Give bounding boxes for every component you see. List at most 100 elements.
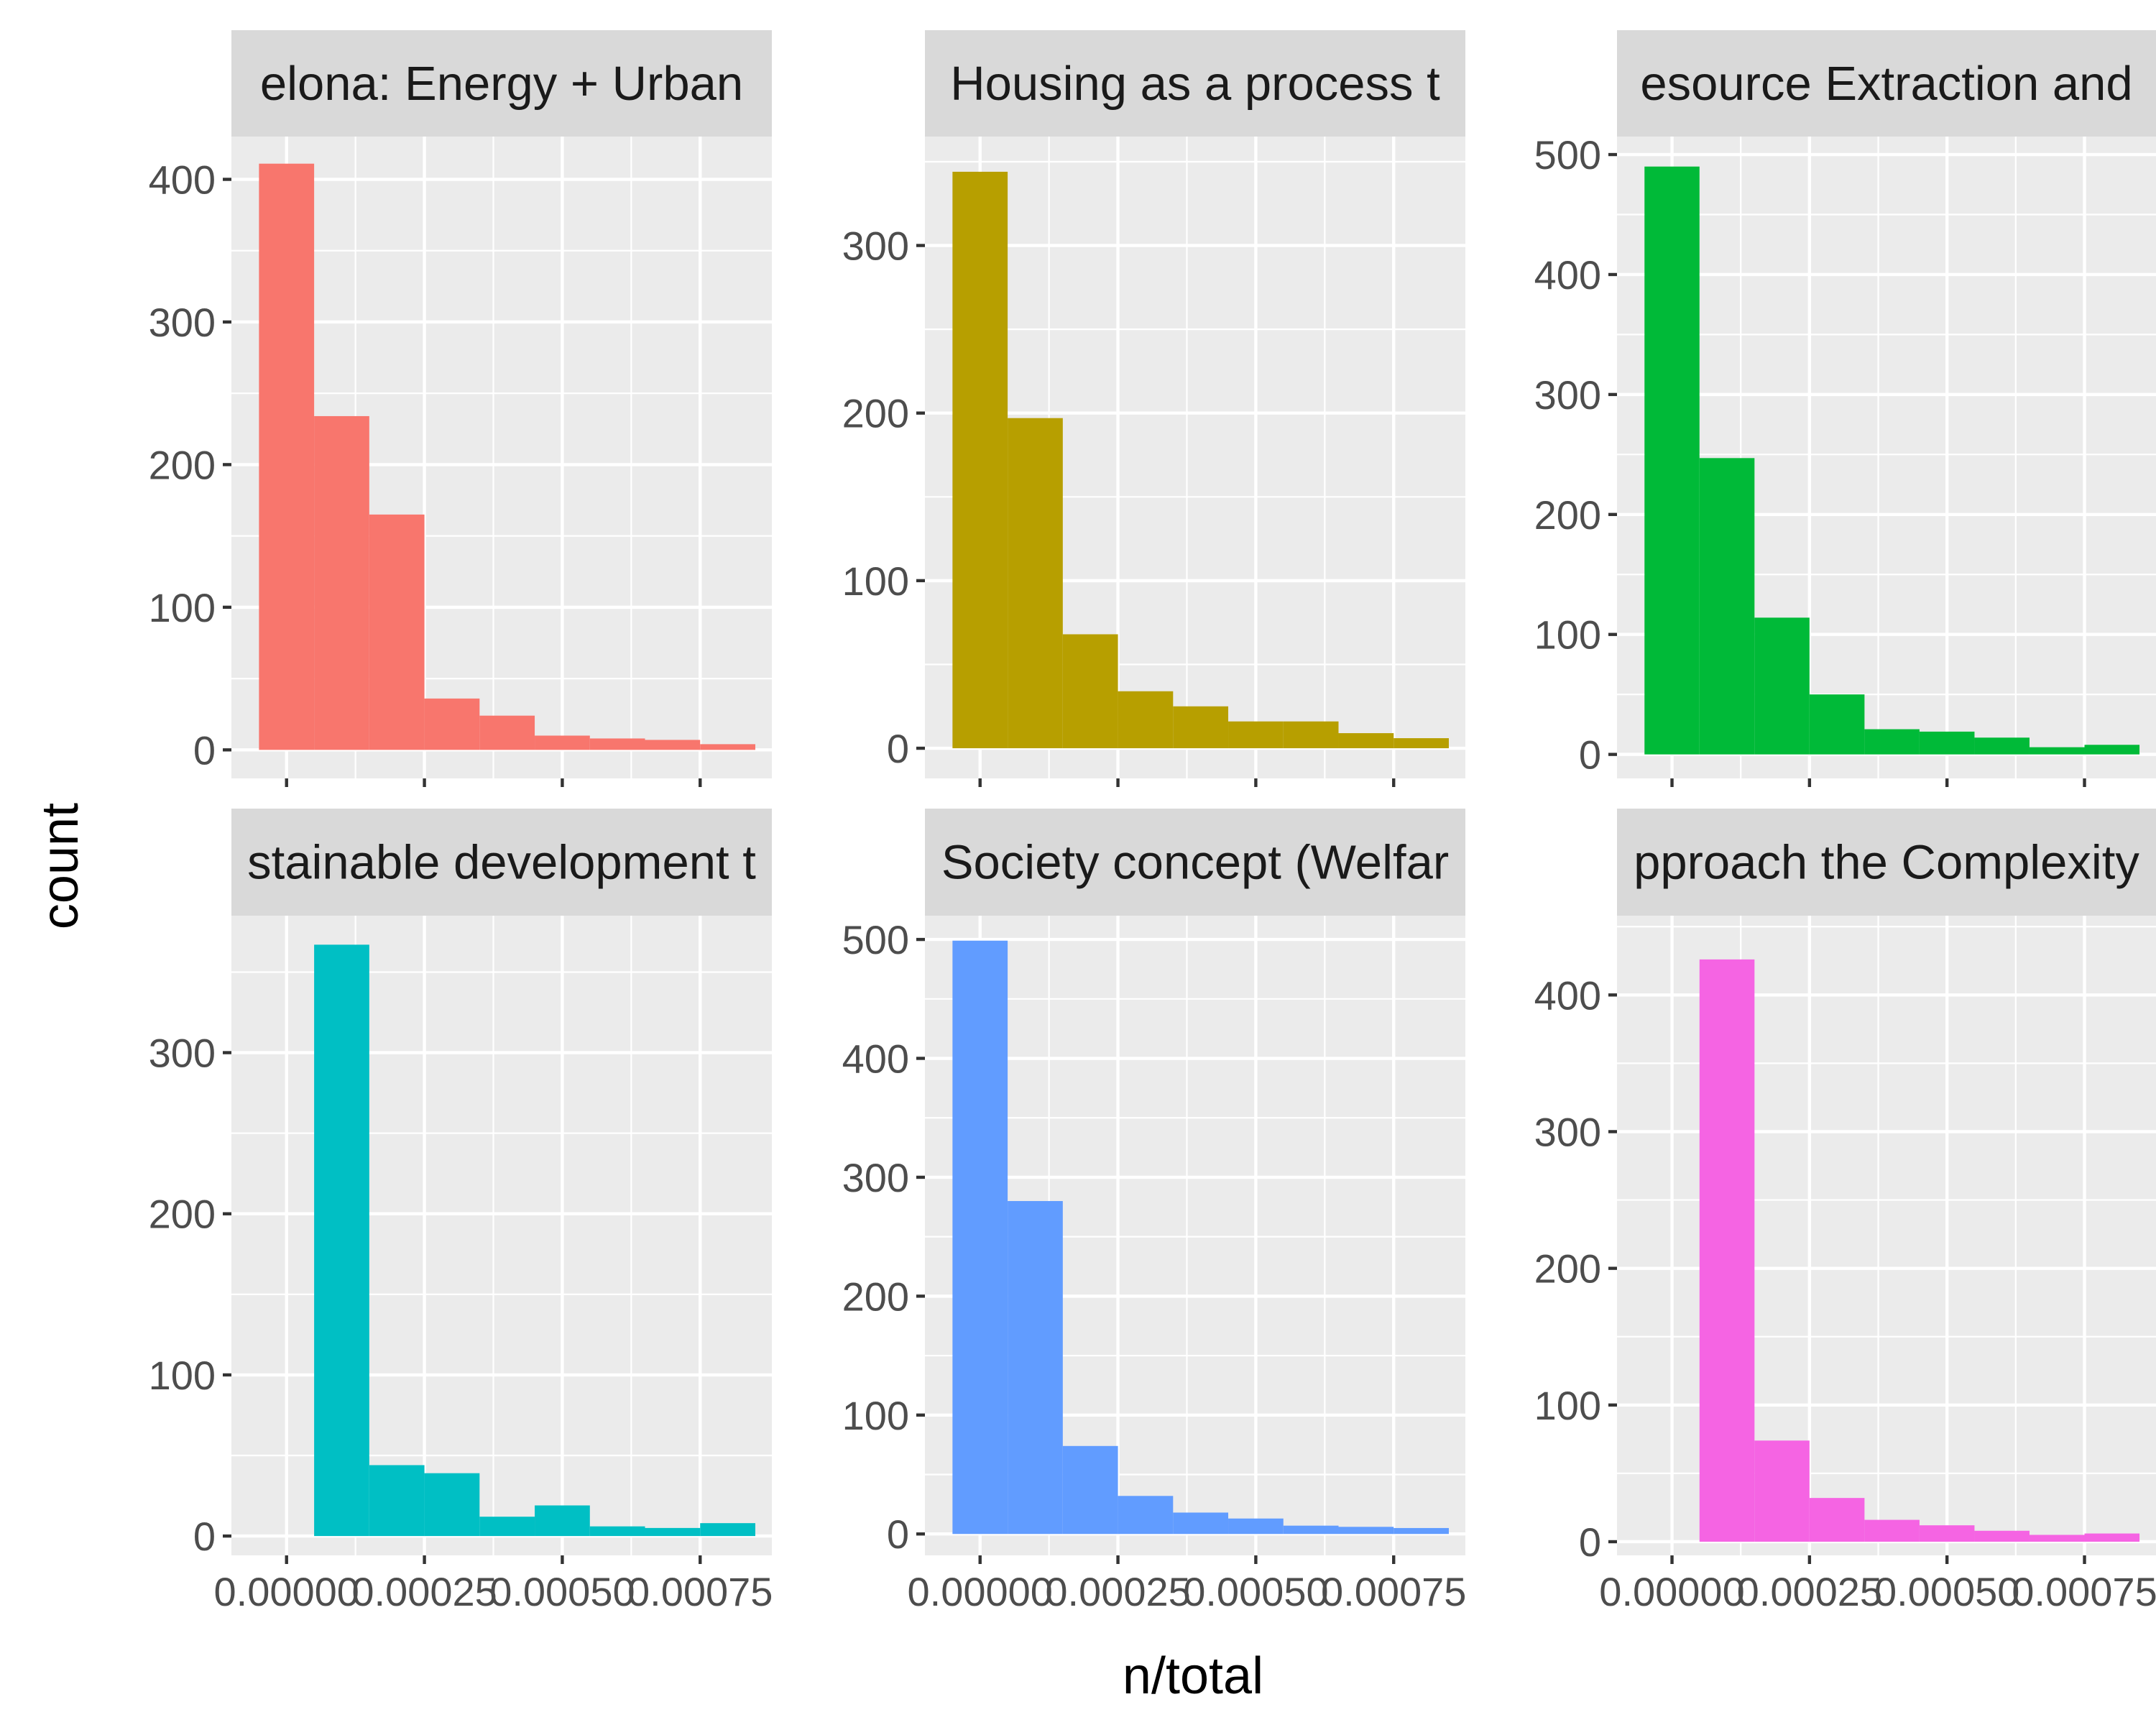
x-tick-label: 0.00025 xyxy=(1045,1569,1190,1614)
histogram-bar xyxy=(2084,745,2140,755)
histogram-bar xyxy=(1338,1527,1394,1535)
y-tick-label: 300 xyxy=(149,300,216,345)
histogram-bar xyxy=(1809,694,1865,755)
y-tick-label: 0 xyxy=(193,1514,216,1559)
facet-strip-label: stainable development t xyxy=(247,836,756,890)
histogram-bar xyxy=(1699,458,1755,755)
histogram-bar xyxy=(535,1505,590,1537)
histogram-bar xyxy=(424,1473,480,1537)
y-tick-label: 100 xyxy=(1534,612,1601,658)
facet-strip xyxy=(1617,30,2156,137)
y-tick-label: 200 xyxy=(842,1274,909,1319)
y-tick-label: 100 xyxy=(149,585,216,630)
y-tick-label: 200 xyxy=(842,391,909,436)
histogram-bar xyxy=(1062,634,1118,749)
x-tick-label: 0.00000 xyxy=(214,1569,359,1614)
histogram-bar xyxy=(1864,729,1920,755)
histogram-bar xyxy=(2029,1535,2085,1542)
y-tick-label: 300 xyxy=(1534,372,1601,418)
facet-panel-6: pproach the Complexity 0 100 200 300 400 0.000… xyxy=(1534,809,2156,1614)
y-tick-label: 0 xyxy=(1579,1519,1601,1565)
facet-panel-3: esource Extraction and 0 100 200 300 400 500 xyxy=(1534,30,2156,787)
histogram-bar xyxy=(1809,1498,1865,1542)
histogram-bar xyxy=(1699,959,1755,1542)
histogram-bar xyxy=(1118,1496,1174,1535)
x-tick-label: 0.00000 xyxy=(908,1569,1053,1614)
facet-panel-1: elona: Energy + Urban 0 100 200 300 400 xyxy=(149,30,772,787)
x-tick-label: 0.00075 xyxy=(2012,1569,2156,1614)
facet-strip-label: Society concept (Welfar xyxy=(941,836,1449,890)
y-tick-label: 100 xyxy=(1534,1383,1601,1428)
histogram-bar xyxy=(1919,731,1975,755)
facet-panel-4: stainable development t 0 100 200 300 0.00000… xyxy=(149,809,773,1614)
facet-strip xyxy=(925,30,1465,137)
y-tick-label: 100 xyxy=(842,1393,909,1438)
histogram-bar xyxy=(259,163,315,750)
histogram-bar xyxy=(2084,1533,2140,1542)
y-tick-label: 300 xyxy=(1534,1109,1601,1154)
y-tick-label: 100 xyxy=(149,1353,216,1398)
x-tick-label: 0.00050 xyxy=(1874,1569,2019,1614)
y-tick-label: 0 xyxy=(193,727,216,773)
x-tick-label: 0.00050 xyxy=(1183,1569,1328,1614)
histogram-bar xyxy=(1754,617,1810,755)
histogram-bar xyxy=(1173,706,1229,749)
y-tick-label: 200 xyxy=(149,442,216,487)
histogram-bar xyxy=(645,740,701,750)
histogram-bar xyxy=(1919,1525,1975,1542)
histogram-bar xyxy=(1644,166,1700,755)
facet-panel-5: Society concept (Welfar 0 100 200 300 400 500 0… xyxy=(842,809,1466,1614)
histogram-bar xyxy=(700,1523,755,1537)
histogram-bar xyxy=(1393,738,1449,749)
histogram-bar xyxy=(2029,747,2085,755)
histogram-bar xyxy=(1228,1518,1284,1535)
x-tick-label: 0.00025 xyxy=(1737,1569,1882,1614)
histogram-bar xyxy=(369,514,425,750)
y-tick-label: 500 xyxy=(842,917,909,962)
x-tick-label: 0.00000 xyxy=(1599,1569,1744,1614)
histogram-bar xyxy=(1228,721,1284,749)
y-tick-label: 200 xyxy=(149,1192,216,1237)
x-tick-label: 0.00075 xyxy=(1321,1569,1466,1614)
histogram-bar xyxy=(314,944,369,1537)
y-tick-label: 300 xyxy=(149,1031,216,1076)
y-tick-label: 400 xyxy=(842,1036,909,1082)
y-axis-title: count xyxy=(32,803,89,929)
facet-panel-2: Housing as a process t 0 100 200 300 xyxy=(842,30,1465,787)
y-tick-label: 0 xyxy=(887,1512,909,1557)
x-tick-label: 0.00075 xyxy=(627,1569,773,1614)
y-tick-label: 100 xyxy=(842,558,909,604)
histogram-bar xyxy=(479,1517,535,1537)
facet-panels: elona: Energy + Urban 0 100 200 300 400 Housin… xyxy=(149,30,2156,1614)
facet-strip xyxy=(1617,809,2156,916)
histogram-bar xyxy=(424,698,480,750)
histogram-bar xyxy=(1062,1445,1118,1535)
histogram-bar xyxy=(314,415,369,750)
y-tick-label: 400 xyxy=(1534,972,1601,1018)
y-tick-label: 300 xyxy=(842,224,909,269)
histogram-bar xyxy=(1173,1512,1229,1535)
histogram-bar xyxy=(1118,691,1174,749)
y-tick-label: 500 xyxy=(1534,132,1601,178)
x-tick-label: 0.00050 xyxy=(489,1569,635,1614)
facet-strip-label: pproach the Complexity xyxy=(1634,836,2139,890)
histogram-bar xyxy=(645,1527,701,1537)
histogram-bar xyxy=(1338,733,1394,749)
histogram-bar xyxy=(1008,418,1063,749)
facet-strip xyxy=(231,809,772,916)
y-tick-label: 0 xyxy=(1579,732,1601,778)
facet-strip-label: esource Extraction and xyxy=(1640,57,2132,111)
histogram-bar xyxy=(369,1465,425,1537)
histogram-bar xyxy=(1974,737,2030,755)
y-tick-label: 400 xyxy=(1534,252,1601,298)
histogram-bar xyxy=(1754,1440,1810,1542)
histogram-bar xyxy=(535,735,590,750)
facet-strip-label: elona: Energy + Urban xyxy=(260,57,743,111)
y-tick-label: 400 xyxy=(149,157,216,203)
histogram-bar xyxy=(1008,1201,1063,1535)
histogram-bar xyxy=(1864,1519,1920,1542)
x-axis-title: n/total xyxy=(1123,1647,1263,1705)
y-tick-label: 0 xyxy=(887,726,909,771)
facet-strip xyxy=(925,809,1465,916)
